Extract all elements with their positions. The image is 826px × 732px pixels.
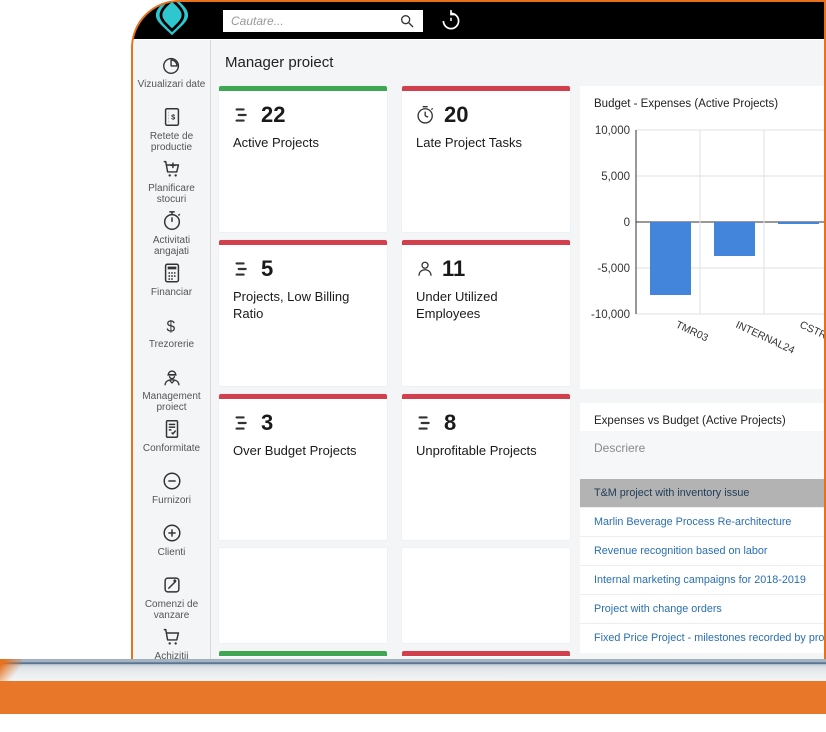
svg-text:CSTRCERTIF: CSTRCERTIF [798,319,824,358]
svg-text:0: 0 [624,217,630,229]
svg-text:TMR03: TMR03 [674,319,710,344]
svg-text:5,000: 5,000 [601,171,630,183]
svg-text:10,000: 10,000 [595,125,630,137]
svg-text:$: $ [166,318,175,335]
svg-text:-10,000: -10,000 [591,309,630,321]
svg-text:$: $ [171,112,175,121]
svg-text:INTERNAL24: INTERNAL24 [734,319,797,357]
svg-text:-5,000: -5,000 [597,263,630,275]
